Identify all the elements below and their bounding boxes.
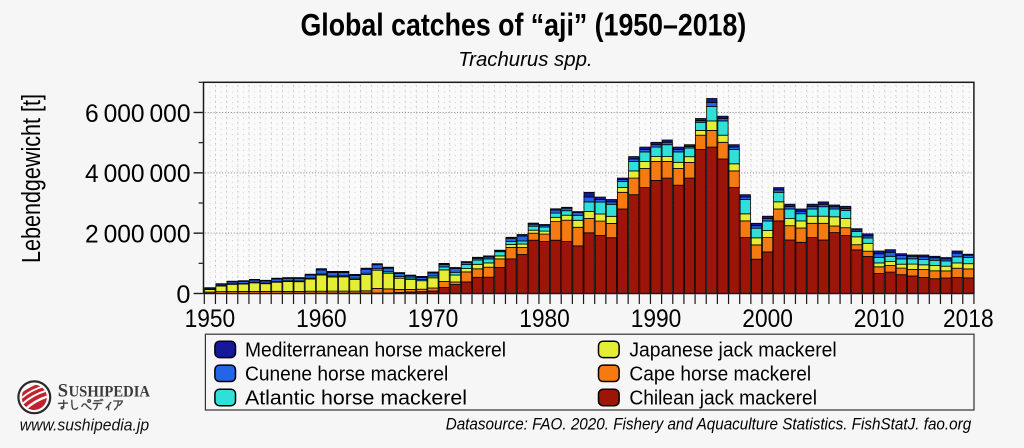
svg-text:Cape horse mackerel: Cape horse mackerel xyxy=(629,364,811,386)
svg-text:Chilean jack mackerel: Chilean jack mackerel xyxy=(629,388,817,410)
svg-text:6 000 000: 6 000 000 xyxy=(85,100,191,128)
svg-text:1950: 1950 xyxy=(185,305,236,333)
svg-text:2018: 2018 xyxy=(943,305,994,333)
svg-text:1980: 1980 xyxy=(519,305,570,333)
svg-text:1970: 1970 xyxy=(408,305,459,333)
svg-text:1990: 1990 xyxy=(631,305,682,333)
svg-text:4 000 000: 4 000 000 xyxy=(85,160,191,188)
svg-text:Mediterranean horse mackerel: Mediterranean horse mackerel xyxy=(245,340,506,362)
svg-text:Lebendgewicht [t]: Lebendgewicht [t] xyxy=(18,94,46,263)
svg-text:2 000 000: 2 000 000 xyxy=(85,221,191,249)
svg-text:Cunene horse mackerel: Cunene horse mackerel xyxy=(245,364,448,386)
svg-text:Japanese jack mackerel: Japanese jack mackerel xyxy=(629,340,836,362)
svg-text:0: 0 xyxy=(176,281,190,309)
svg-text:S: S xyxy=(58,382,68,402)
svg-text:www.sushipedia.jp: www.sushipedia.jp xyxy=(20,415,149,434)
svg-text:2010: 2010 xyxy=(854,305,905,333)
svg-text:Trachurus spp.: Trachurus spp. xyxy=(458,48,592,71)
svg-text:Datasource: FAO. 2020. Fishery: Datasource: FAO. 2020. Fishery and Aquac… xyxy=(446,415,972,433)
svg-text:1960: 1960 xyxy=(296,305,347,333)
svg-text:Global catches of “aji” (1950–: Global catches of “aji” (1950–2018) xyxy=(301,6,747,42)
svg-text:Atlantic horse mackerel: Atlantic horse mackerel xyxy=(245,388,467,410)
svg-text:USHIPEDIA: USHIPEDIA xyxy=(69,384,151,401)
svg-text:2000: 2000 xyxy=(742,305,793,333)
